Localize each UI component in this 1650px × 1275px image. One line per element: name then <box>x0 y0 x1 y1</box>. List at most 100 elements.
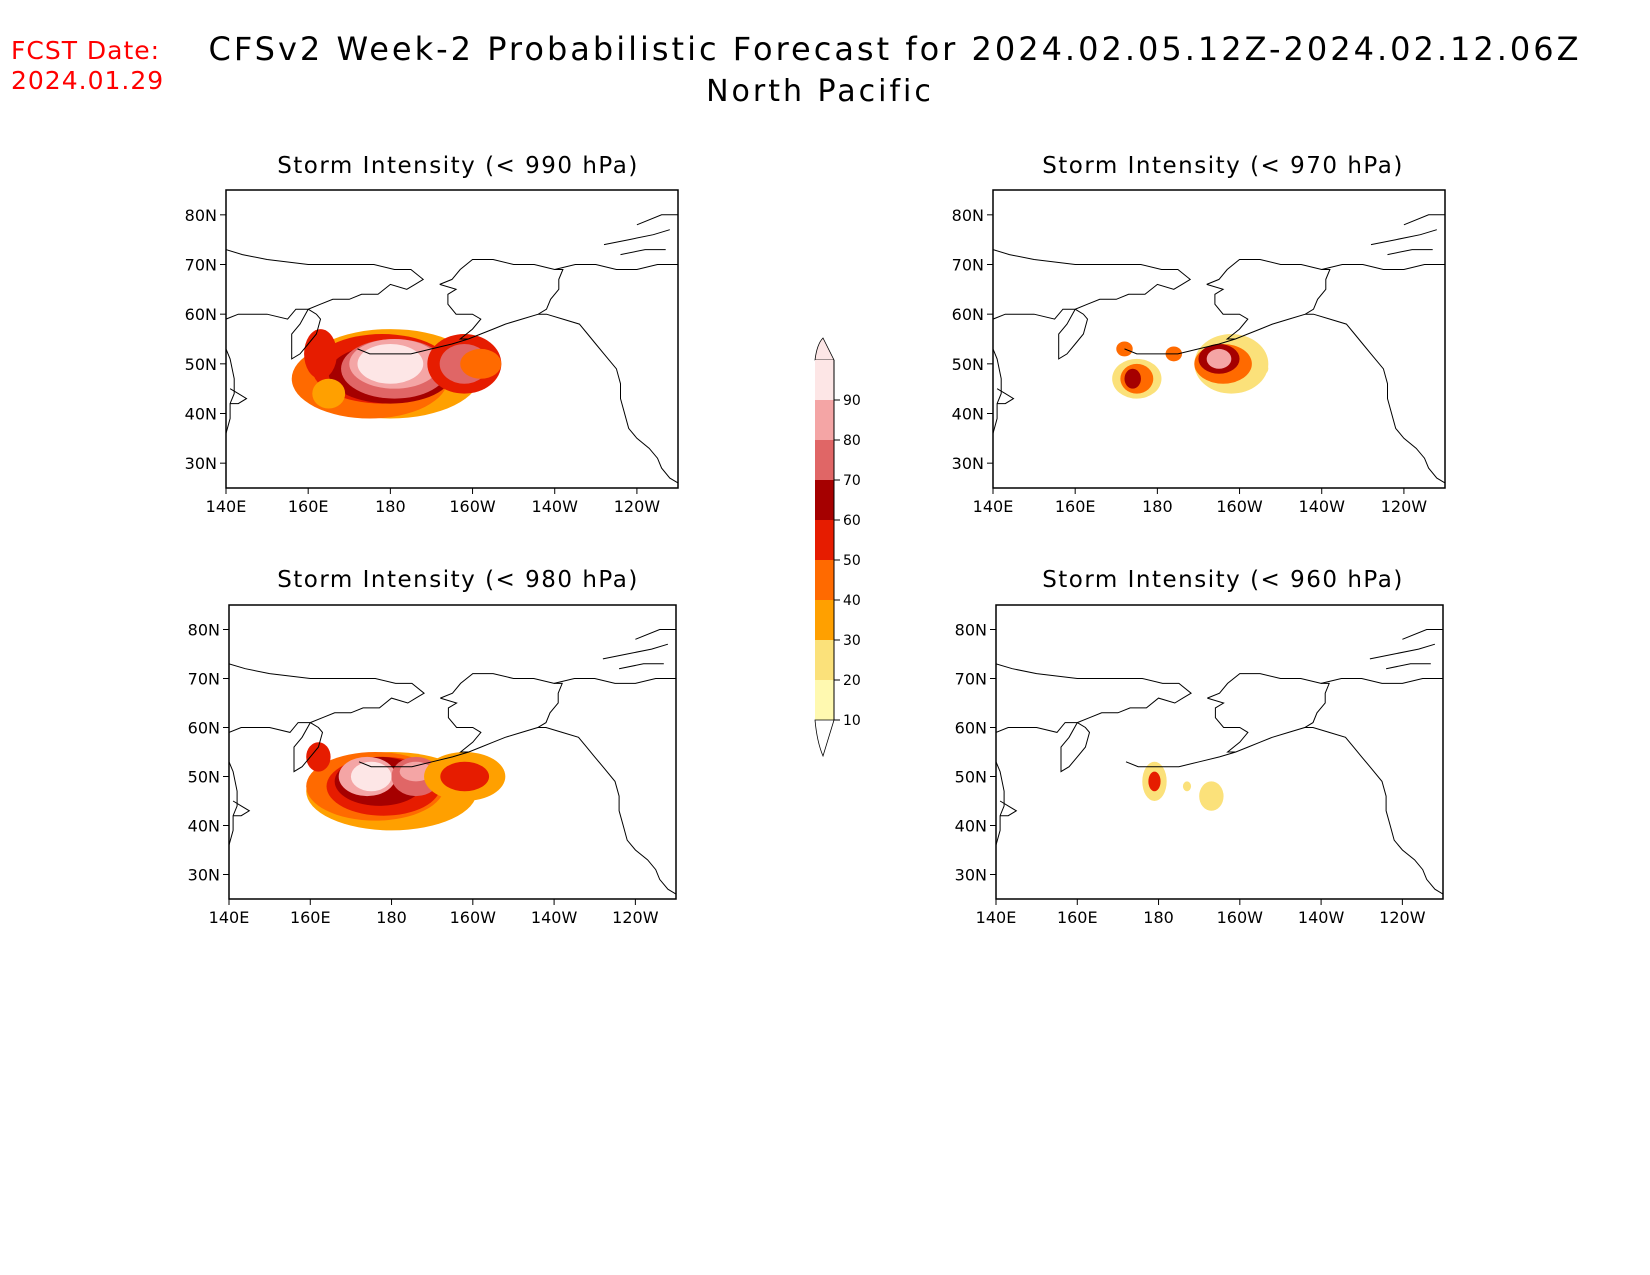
lat-tick-label: 70N <box>952 256 984 275</box>
colorbar-bottom-cap <box>814 719 835 758</box>
coastline <box>1060 722 1091 773</box>
probability-area <box>350 761 392 792</box>
coastline <box>1386 663 1431 670</box>
coastline <box>1304 727 1443 895</box>
probability-area <box>1206 348 1232 369</box>
lat-tick-label: 80N <box>952 206 984 225</box>
lat-tick-label: 70N <box>955 670 987 689</box>
coastline <box>232 800 251 817</box>
lon-tick-label: 160E <box>288 497 329 516</box>
lon-tick-label: 140E <box>206 497 247 516</box>
coastline <box>229 663 425 733</box>
coastline <box>229 388 248 405</box>
colorbar-label: 90 <box>843 393 861 409</box>
colorbar-label: 80 <box>843 433 861 449</box>
map-area <box>996 605 1443 899</box>
map-area <box>226 190 678 488</box>
lat-tick-label: 40N <box>188 817 220 836</box>
lat-tick-label: 80N <box>955 621 987 640</box>
lon-tick-label: 120W <box>1381 497 1428 516</box>
coastline <box>635 629 676 640</box>
map-frame <box>225 189 679 489</box>
forecast-date-label: FCST Date: <box>11 36 161 65</box>
lat-tick-label: 80N <box>185 206 217 225</box>
map-panel-p980: 80N 70N 60N 50N 40N 30N 140E 160E 180 160W 140W 120… <box>188 604 677 927</box>
colorbar-segment <box>815 600 834 640</box>
colorbar-label: 40 <box>843 593 861 609</box>
lon-tick-label: 160W <box>450 908 497 927</box>
coastline <box>602 643 669 660</box>
coastline <box>439 259 564 340</box>
probability-area <box>304 329 337 379</box>
colorbar-segment <box>815 520 834 560</box>
colorbar-label: 70 <box>843 473 861 489</box>
panel-title-970: Storm Intensity (< 970 hPa) <box>1042 153 1404 179</box>
map-area <box>229 605 676 899</box>
colorbar-segment <box>815 480 834 520</box>
panel-title-960: Storm Intensity (< 960 hPa) <box>1042 567 1404 593</box>
lat-tick-label: 50N <box>952 355 984 374</box>
colorbar-segment <box>815 360 834 400</box>
coastline <box>1124 338 1236 355</box>
lon-tick-label: 180 <box>1142 497 1173 516</box>
lat-tick-label: 30N <box>952 454 984 473</box>
panel-title-990: Storm Intensity (< 990 hPa) <box>277 153 639 179</box>
coastline <box>1370 229 1437 246</box>
lat-tick-label: 30N <box>188 866 220 885</box>
lat-tick-label: 40N <box>185 405 217 424</box>
coastline <box>293 722 324 773</box>
probability-area <box>1260 363 1269 374</box>
coastline <box>537 727 676 895</box>
lat-tick-label: 50N <box>188 768 220 787</box>
coastline <box>603 229 670 246</box>
probability-area <box>1124 368 1141 389</box>
probability-area <box>1182 781 1192 792</box>
probability-area <box>440 761 490 792</box>
coastline <box>999 800 1018 817</box>
lat-tick-label: 40N <box>955 817 987 836</box>
probability-area <box>1199 781 1224 811</box>
coastline <box>996 388 1015 405</box>
colorbar-label: 20 <box>843 673 861 689</box>
lon-tick-label: 160W <box>1216 497 1263 516</box>
panel-title-980: Storm Intensity (< 980 hPa) <box>277 567 639 593</box>
coastline <box>1207 673 1330 753</box>
lon-tick-label: 120W <box>1379 908 1426 927</box>
coastline <box>554 264 678 270</box>
main-title: CFSv2 Week-2 Probabilistic Forecast for … <box>208 30 1582 68</box>
lon-tick-label: 140E <box>973 497 1014 516</box>
lon-tick-label: 160W <box>1217 908 1264 927</box>
lon-tick-label: 120W <box>614 497 661 516</box>
lon-tick-label: 180 <box>375 497 406 516</box>
colorbar-label: 50 <box>843 553 861 569</box>
lon-tick-label: 160E <box>290 908 331 927</box>
coastline <box>1402 629 1443 640</box>
lon-tick-label: 120W <box>612 908 659 927</box>
colorbar-top-cap <box>814 337 835 361</box>
coastline <box>357 338 469 355</box>
coastline <box>1369 643 1436 660</box>
lon-tick-label: 160W <box>449 497 496 516</box>
lat-tick-label: 80N <box>188 621 220 640</box>
lon-tick-label: 140E <box>976 908 1017 927</box>
probability-area <box>460 348 502 379</box>
map-frame <box>992 189 1446 489</box>
coastline <box>440 673 563 753</box>
lon-tick-label: 180 <box>1143 908 1174 927</box>
map-area <box>993 190 1445 488</box>
forecast-date-value: 2024.01.29 <box>11 66 165 95</box>
lat-tick-label: 60N <box>955 719 987 738</box>
coastline <box>996 663 1192 733</box>
lat-tick-label: 60N <box>952 305 984 324</box>
colorbar: 10 20 30 40 50 60 70 80 90 <box>814 337 861 758</box>
probability-area <box>357 343 424 384</box>
lon-tick-label: 140W <box>1298 908 1345 927</box>
map-frame <box>995 604 1444 900</box>
colorbar-label: 10 <box>843 713 861 729</box>
colorbar-segment <box>815 440 834 480</box>
coastline <box>1320 678 1443 684</box>
region-subtitle: North Pacific <box>706 74 934 109</box>
coastline <box>1125 751 1236 768</box>
